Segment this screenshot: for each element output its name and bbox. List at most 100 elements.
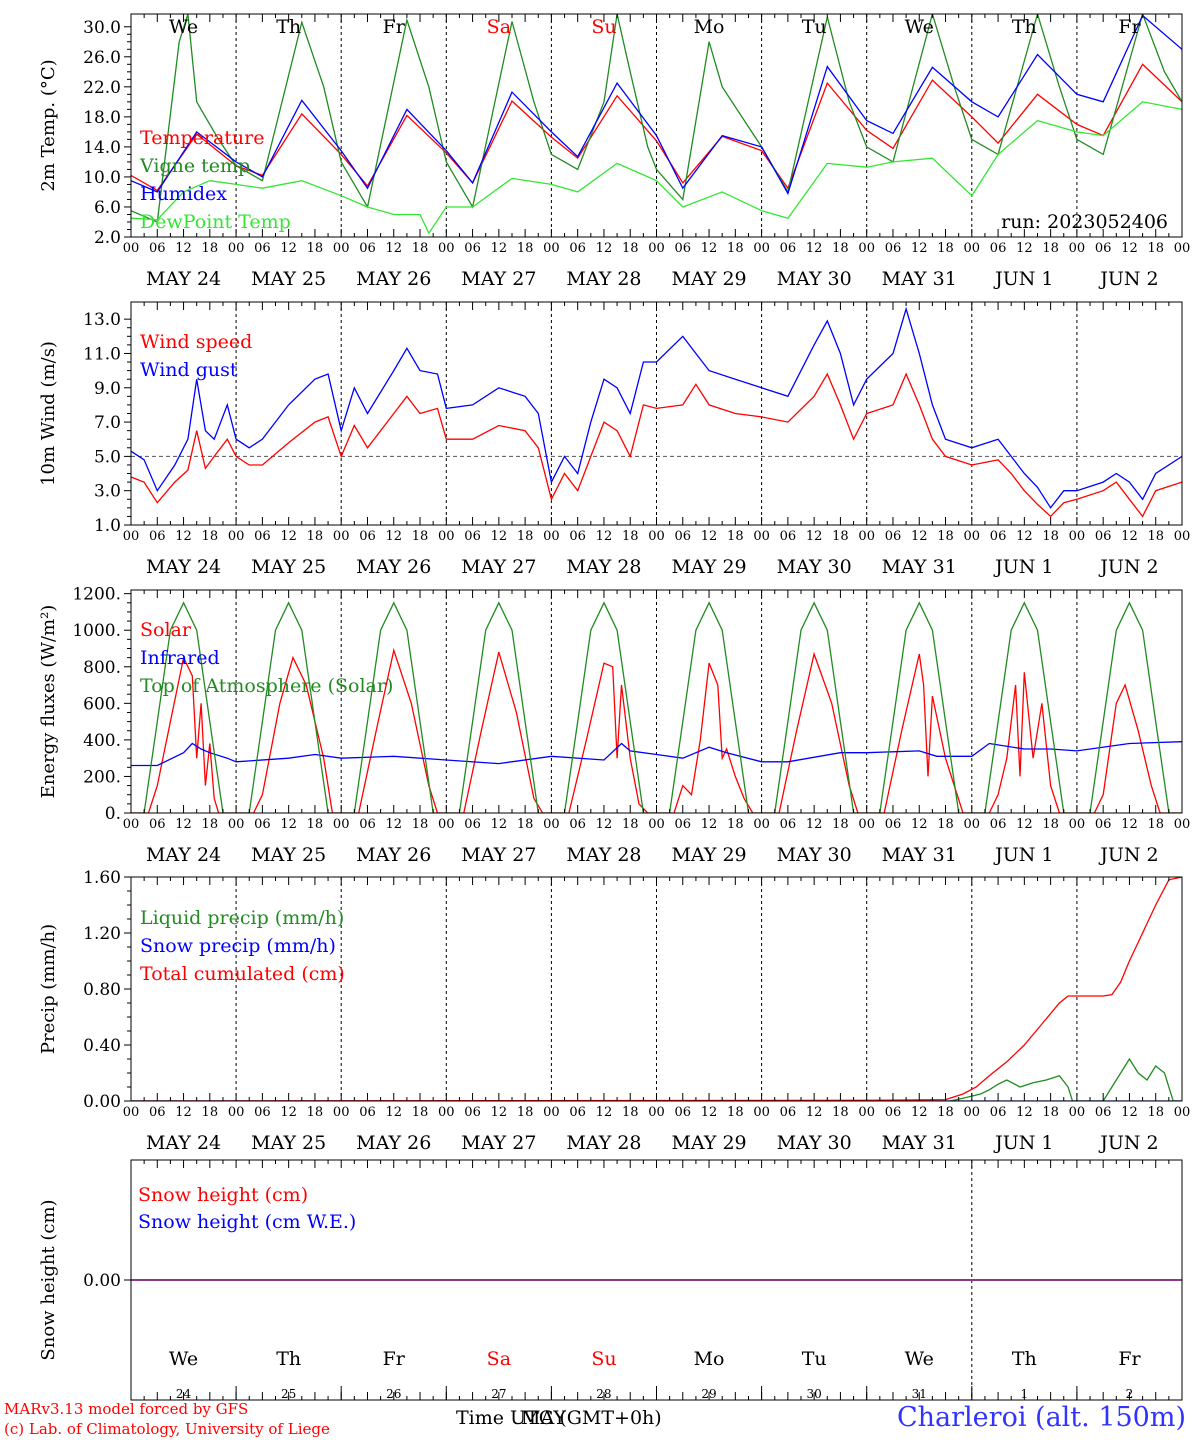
legend-entry: Top of Atmosphere (Solar) [140,675,393,697]
date-label: MAY 28 [566,268,641,290]
hour-label: 00 [438,1105,455,1120]
hour-label: 12 [175,1105,192,1120]
y-axis-label: Precip (mm/h) [38,924,59,1054]
hour-label: 00 [648,1105,665,1120]
hour-label: 06 [885,1105,902,1120]
hour-label: 06 [675,1105,692,1120]
hour-label: 00 [438,529,455,544]
date-label: MAY 29 [671,844,746,866]
day-name-label: Th [276,1348,301,1370]
y-tick-label: 7.0 [94,413,121,433]
hour-label: 18 [202,241,219,256]
day-name-label: Tu [802,1348,827,1370]
hour-label: 12 [280,529,297,544]
hour-label: 18 [622,817,639,832]
date-label: MAY 29 [671,268,746,290]
date-label: MAY 26 [356,268,431,290]
hour-label: 00 [753,241,770,256]
series-infrared [131,741,1182,767]
date-label: MAY 25 [251,268,326,290]
hour-label: 06 [149,529,166,544]
station-name: Charleroi (alt. 150m) [897,1402,1186,1433]
hour-label: 00 [333,241,350,256]
hour-label: 18 [1147,529,1164,544]
hour-label: 06 [359,241,376,256]
hour-label: 12 [385,529,402,544]
hour-label: 00 [543,817,560,832]
hour-label: 00 [123,241,140,256]
hour-label: 00 [438,817,455,832]
hour-label: 18 [202,1105,219,1120]
date-label: MAY 25 [251,1132,326,1154]
series-wind-gust [131,306,1182,509]
hour-label: 18 [1147,817,1164,832]
date-label: JUN 2 [1098,1132,1158,1154]
hour-label: 12 [911,529,928,544]
day-name-label: Fr [1118,16,1141,38]
hour-label: 06 [254,1105,271,1120]
legend-entry: Liquid precip (mm/h) [140,907,344,929]
hour-label: 18 [307,529,324,544]
hour-label: 18 [727,1105,744,1120]
hour-label: 18 [307,817,324,832]
hour-label: 18 [412,241,429,256]
hour-label: 18 [412,1105,429,1120]
hour-label: 00 [858,241,875,256]
y-tick-label: 9.0 [94,379,121,399]
hour-label: 06 [569,817,586,832]
hour-label: 00 [228,529,245,544]
hour-label: 12 [280,241,297,256]
hour-label: 06 [359,529,376,544]
date-label: MAY 28 [566,556,641,578]
hour-label: 18 [727,817,744,832]
hour-label: 06 [780,241,797,256]
hour-label: 06 [254,241,271,256]
hour-label: 06 [780,817,797,832]
legend-entry: Infrared [140,647,220,669]
footer-time-label: Time UTC (GMT+0h) [456,1407,662,1429]
hour-label: 06 [569,241,586,256]
hour-label: 00 [858,1105,875,1120]
wind-panel: 1.0 3.0 5.0 7.0 9.0 11.0 13.0 10m Wind (m/s) 00 0… [38,301,1190,578]
hour-label: 06 [1095,817,1112,832]
day-number-label: 28 [596,1387,611,1401]
hour-label: 00 [333,529,350,544]
legend-entry: Snow height (cm) [138,1184,308,1206]
plot-frame [130,589,1183,814]
hour-label: 18 [937,817,954,832]
date-label: MAY 24 [146,844,221,866]
y-tick-label: 0.80 [83,980,121,1000]
hour-label: 12 [911,1105,928,1120]
panels-layer: 2.0 6.0 10.0 14.0 18.0 22.0 26.0 30.0 2m Temp. (… [38,13,1190,1401]
hour-label: 06 [569,1105,586,1120]
hour-label: 00 [1069,1105,1086,1120]
day-number-label: 2 [1126,1387,1134,1401]
date-label: MAY 28 [566,844,641,866]
date-label: MAY 27 [461,556,536,578]
y-tick-label: 0. [105,804,121,824]
hour-label: 18 [622,241,639,256]
hour-label: 00 [228,817,245,832]
hour-label: 12 [701,817,718,832]
hour-label: 00 [964,241,981,256]
hour-label: 12 [596,1105,613,1120]
footer-time-overlap: MAY [521,1407,566,1429]
date-label: MAY 30 [777,1132,852,1154]
hour-label: 18 [307,1105,324,1120]
y-axis-label: 2m Temp. (°C) [38,59,59,191]
day-number-label: 1 [1021,1387,1029,1401]
hour-label: 12 [491,1105,508,1120]
hour-label: 06 [464,1105,481,1120]
hour-label: 06 [149,241,166,256]
date-label: MAY 27 [461,268,536,290]
hour-label: 00 [648,817,665,832]
date-label: MAY 24 [146,1132,221,1154]
hour-label: 12 [806,529,823,544]
hour-label: 06 [780,1105,797,1120]
date-label: JUN 2 [1098,268,1158,290]
date-label: MAY 27 [461,1132,536,1154]
date-label: MAY 25 [251,556,326,578]
y-tick-label: 11.0 [83,344,121,364]
day-name-label: Su [591,1348,616,1370]
hour-label: 18 [622,529,639,544]
